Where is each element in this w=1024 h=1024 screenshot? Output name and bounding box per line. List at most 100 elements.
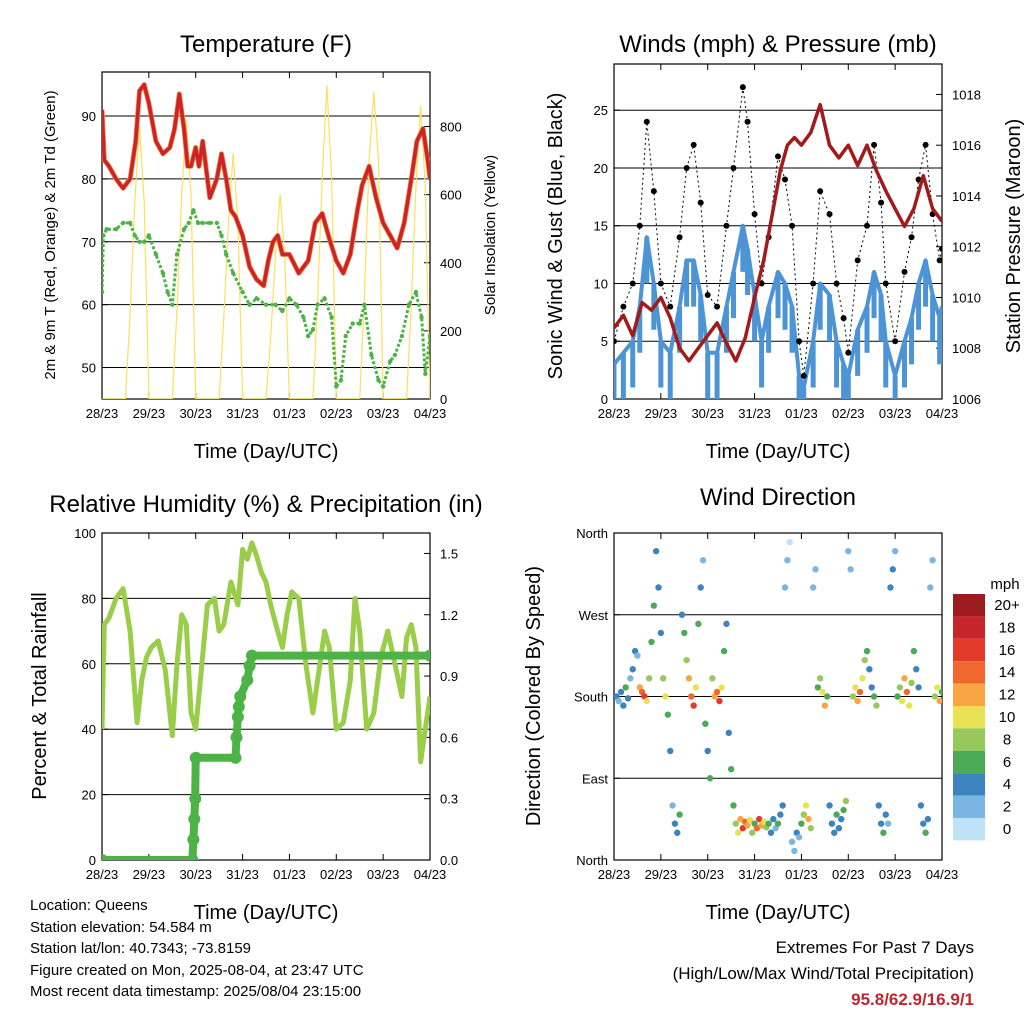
gust-point — [854, 257, 861, 264]
direction-point — [873, 702, 880, 709]
x-tick-label: 04/23 — [414, 867, 447, 882]
dewpoint-point — [413, 289, 419, 295]
dewpoint-point — [315, 302, 320, 307]
dewpoint-point — [102, 289, 105, 295]
gust-point — [936, 257, 942, 264]
gust-point — [676, 234, 683, 241]
direction-point — [746, 816, 754, 824]
direction-point — [767, 829, 775, 836]
gust-point — [796, 338, 803, 345]
direction-point — [727, 765, 735, 773]
dewpoint-point — [406, 302, 412, 307]
y-tick-label: 70 — [82, 235, 96, 250]
direction-point — [854, 697, 861, 705]
y-tick-label-right: 1.2 — [440, 608, 458, 623]
y-tick-label-right: 1012 — [952, 240, 981, 255]
colorbar-swatch — [953, 706, 985, 729]
direction-point — [901, 675, 908, 682]
direction-point — [685, 675, 693, 682]
direction-point — [683, 656, 690, 664]
direction-point — [821, 702, 829, 709]
dewpoint-point — [376, 377, 381, 383]
direction-point — [737, 815, 744, 823]
dewpoint-point — [294, 302, 299, 307]
info-location: Location: Queens — [30, 897, 148, 914]
winds-ylabel: Sonic Wind & Gust (Blue, Black) — [545, 93, 567, 380]
direction-point — [800, 811, 807, 818]
direction-point — [809, 584, 817, 591]
dewpoint-point — [102, 233, 106, 238]
colorbar-swatch — [953, 795, 985, 818]
winds-xlabel: Time (Day/UTC) — [706, 441, 851, 463]
gust-point — [922, 141, 929, 148]
gust-point — [826, 211, 833, 218]
direction-point — [845, 547, 852, 555]
direction-point — [664, 711, 672, 718]
precip-point — [190, 751, 203, 764]
x-tick-label: 29/23 — [645, 406, 678, 421]
gust-point — [845, 349, 852, 356]
x-tick-label: 29/23 — [645, 867, 678, 882]
gust-line — [614, 86, 942, 377]
direction-point — [723, 620, 730, 628]
x-tick-label: 31/23 — [738, 406, 771, 421]
gust-point — [871, 141, 878, 148]
plot-frame — [613, 63, 943, 400]
gust-point — [636, 222, 643, 229]
colorbar-label: 2 — [1003, 799, 1011, 816]
direction-point — [884, 820, 892, 827]
direction-point — [634, 652, 641, 659]
x-tick-label: 03/23 — [879, 867, 912, 882]
dewpoint-point — [399, 333, 405, 339]
direction-point — [720, 647, 728, 655]
precip-line — [102, 651, 430, 860]
direction-point — [660, 675, 667, 682]
gust-point — [817, 188, 824, 195]
dewpoint-point — [113, 227, 119, 232]
y-tick-label: 15 — [594, 219, 608, 234]
dewpoint-point — [273, 302, 278, 307]
dewpoint-point — [207, 220, 212, 226]
x-tick-label: 04/23 — [926, 867, 959, 882]
precip-point — [243, 659, 256, 672]
gust-point — [782, 176, 789, 183]
dewpoint-point — [195, 220, 201, 226]
direction-point — [847, 566, 854, 573]
extremes-box: Extremes For Past 7 Days (High/Low/Max W… — [673, 935, 974, 1013]
direction-point — [812, 566, 819, 573]
gust-point — [739, 84, 746, 91]
direction-point — [620, 702, 627, 709]
direction-point — [938, 688, 942, 696]
y-tick-label: 60 — [82, 657, 96, 672]
insolation-line — [102, 85, 430, 399]
dewpoint-point — [350, 321, 355, 326]
x-tick-label: 28/23 — [86, 867, 119, 882]
y-tick-label: 80 — [82, 172, 96, 187]
direction-title: Wind Direction — [700, 484, 856, 511]
direction-point — [805, 815, 812, 823]
direction-point — [868, 684, 875, 691]
direction-point — [840, 806, 847, 814]
x-tick-label: 03/23 — [367, 867, 400, 882]
precip-point — [234, 690, 247, 703]
direction-point — [807, 825, 814, 832]
info-elevation: Station elevation: 54.584 m — [30, 918, 212, 936]
precip-point — [102, 854, 108, 860]
direction-point — [627, 675, 634, 682]
dewpoint-point — [214, 220, 219, 226]
gust-point — [789, 222, 796, 229]
dewpoint-point — [380, 384, 386, 389]
direction-point — [732, 820, 740, 827]
direction-point — [889, 566, 896, 573]
direction-ylabel: Direction (Colored By Speed) — [523, 566, 545, 826]
gust-point — [751, 211, 758, 218]
direction-point — [849, 693, 857, 700]
colorbar-swatch — [953, 773, 985, 796]
direction-point — [816, 675, 824, 682]
gust-point — [620, 303, 627, 310]
humidity-precip-panel: Relative Humidity (%) & Precipitation (i… — [29, 491, 483, 924]
dewpoint-point — [223, 252, 229, 257]
direction-point — [697, 584, 704, 591]
colorbar-swatch — [953, 594, 985, 617]
y-tick-label-right: 1006 — [952, 392, 981, 407]
